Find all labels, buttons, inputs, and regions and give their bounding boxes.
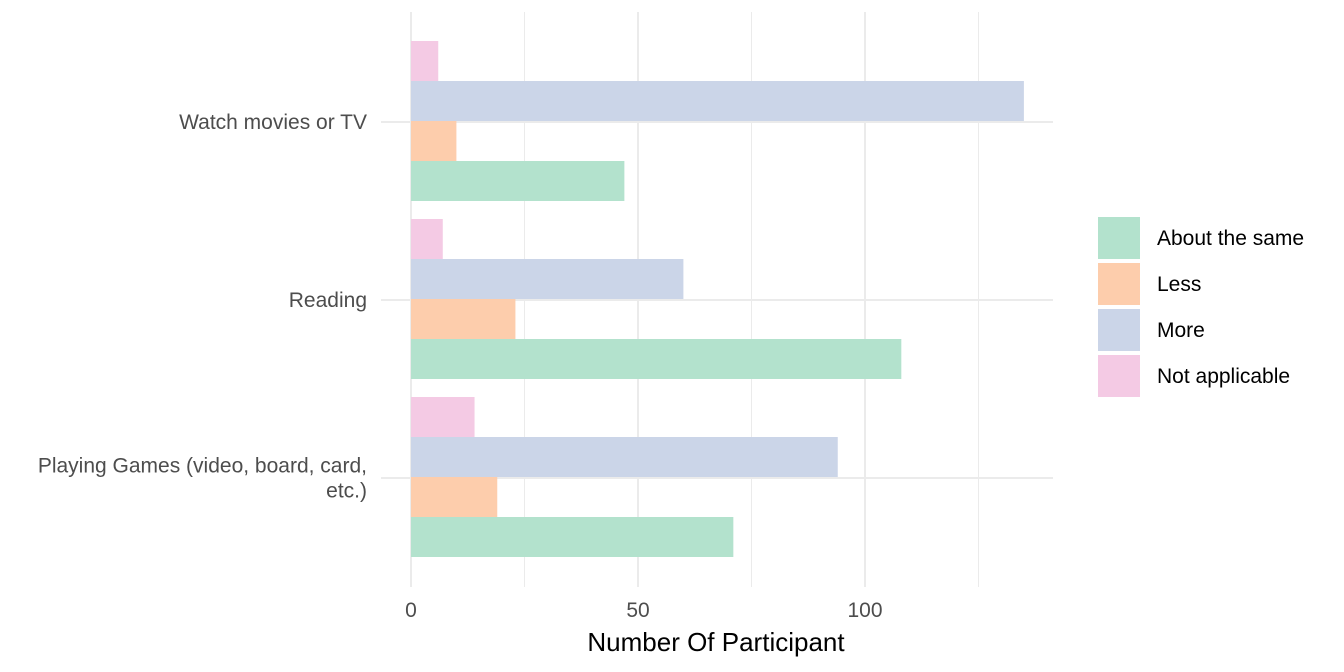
legend-item: Less	[1098, 263, 1201, 305]
x-tick-label: 0	[405, 599, 417, 622]
bar-more	[411, 437, 838, 477]
bars	[411, 41, 1024, 557]
bar-about-the-same	[411, 517, 734, 557]
legend-label: Less	[1157, 273, 1201, 296]
bar-not-applicable	[411, 397, 475, 437]
legend: About the same Less More Not applicable	[1098, 217, 1304, 397]
y-tick-label-line: Playing Games (video, board, card,	[38, 455, 367, 478]
y-tick-label: Watch movies or TV	[179, 111, 367, 134]
bar-less	[411, 477, 498, 517]
bar-more	[411, 259, 684, 299]
legend-key	[1098, 263, 1140, 305]
legend-label: Not applicable	[1157, 365, 1290, 388]
bar-about-the-same	[411, 161, 625, 201]
bar-more	[411, 81, 1024, 121]
bar-less	[411, 299, 516, 339]
legend-item: About the same	[1098, 217, 1304, 259]
y-tick-label: Reading	[289, 289, 367, 312]
x-axis-tick-labels: 0 50 100	[405, 599, 882, 622]
x-tick-label: 100	[847, 599, 882, 622]
x-axis-title: Number Of Participant	[587, 627, 845, 657]
bar-not-applicable	[411, 41, 439, 81]
legend-label: More	[1157, 319, 1205, 342]
x-tick-label: 50	[626, 599, 649, 622]
bar-not-applicable	[411, 219, 443, 259]
bar-about-the-same	[411, 339, 902, 379]
legend-key	[1098, 355, 1140, 397]
y-axis-tick-labels: Watch movies or TV Reading Playing Games (…	[38, 111, 367, 503]
legend-label: About the same	[1157, 227, 1304, 250]
legend-item: Not applicable	[1098, 355, 1290, 397]
y-tick-label-line: Reading	[289, 289, 367, 312]
y-tick-label-line: Watch movies or TV	[179, 111, 367, 134]
y-tick-label: Playing Games (video, board, card, etc.)	[38, 455, 367, 503]
y-tick-label-line: etc.)	[326, 480, 367, 503]
bar-less	[411, 121, 457, 161]
legend-key	[1098, 309, 1140, 351]
legend-item: More	[1098, 309, 1205, 351]
legend-key	[1098, 217, 1140, 259]
